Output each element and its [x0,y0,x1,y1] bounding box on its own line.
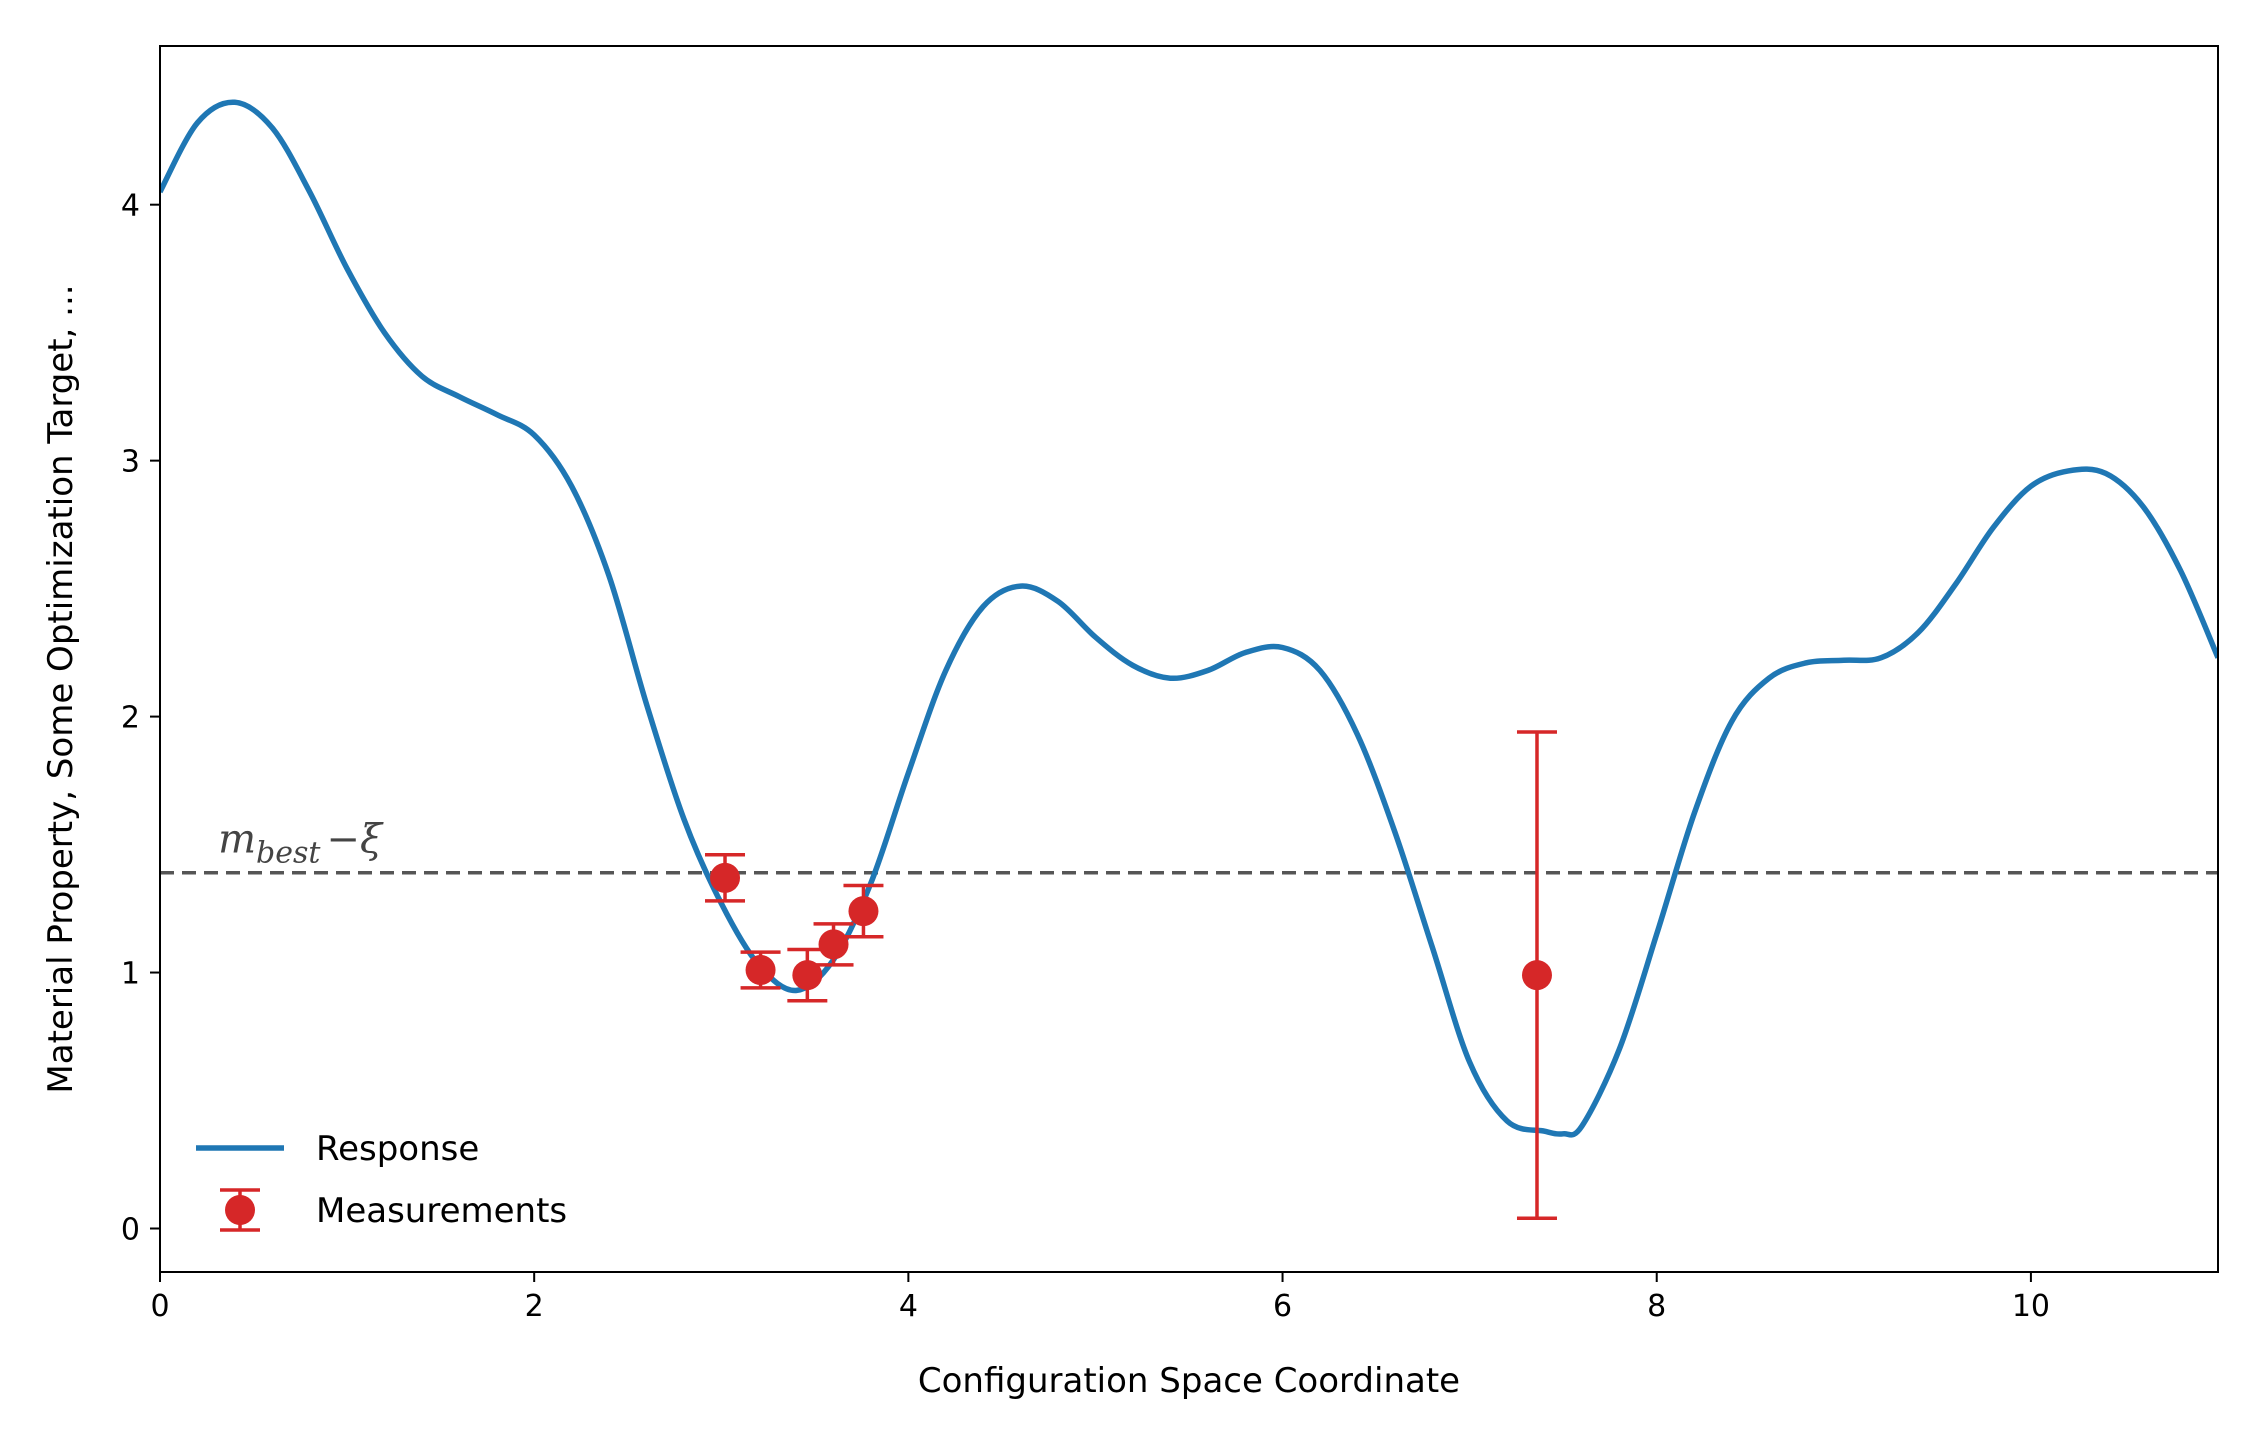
x-tick-label: 6 [1273,1289,1292,1324]
measurement-marker [745,954,776,985]
measurement-point [813,922,854,967]
measurement-point [740,950,781,990]
measurement-marker [792,960,823,991]
y-tick-label: 0 [121,1212,140,1247]
measurement-marker [710,862,741,893]
x-axis-label: Configuration Space Coordinate [918,1361,1460,1401]
reference-label-subscript: best [256,836,321,871]
x-tick-label: 8 [1647,1289,1666,1324]
legend-measurements-label: Measurements [316,1191,567,1231]
response-curve [160,99,2218,1138]
axes-frame [159,45,2219,1273]
measurement-point [843,883,884,939]
axis-ticks: 0 2 4 6 8 10 0 1 2 3 4 [121,189,2050,1324]
measurement-marker [848,896,879,927]
measurement-marker [818,929,849,960]
x-tick-label: 2 [525,1289,544,1324]
x-tick-label: 4 [899,1289,918,1324]
measurement-marker [1521,960,1552,991]
reference-line-label: mbest −ξ [218,817,384,871]
legend: Response Measurements [196,1129,567,1232]
y-tick-label: 4 [121,189,140,224]
plot-area: mbest −ξ [159,45,2219,1273]
x-tick-label: 10 [2012,1289,2050,1324]
y-tick-label: 2 [121,701,140,736]
y-axis-label: Material Property, Some Optimization Tar… [41,284,81,1093]
legend-response-label: Response [316,1129,479,1169]
y-tick-label: 3 [121,445,140,480]
legend-measurements-marker [225,1195,255,1225]
reference-label-rest: −ξ [326,817,384,863]
measurement-point [705,853,746,903]
y-tick-label: 1 [121,957,140,992]
reference-label-main: m [218,817,256,863]
measurement-point [1516,730,1557,1221]
x-tick-label: 0 [150,1289,169,1324]
